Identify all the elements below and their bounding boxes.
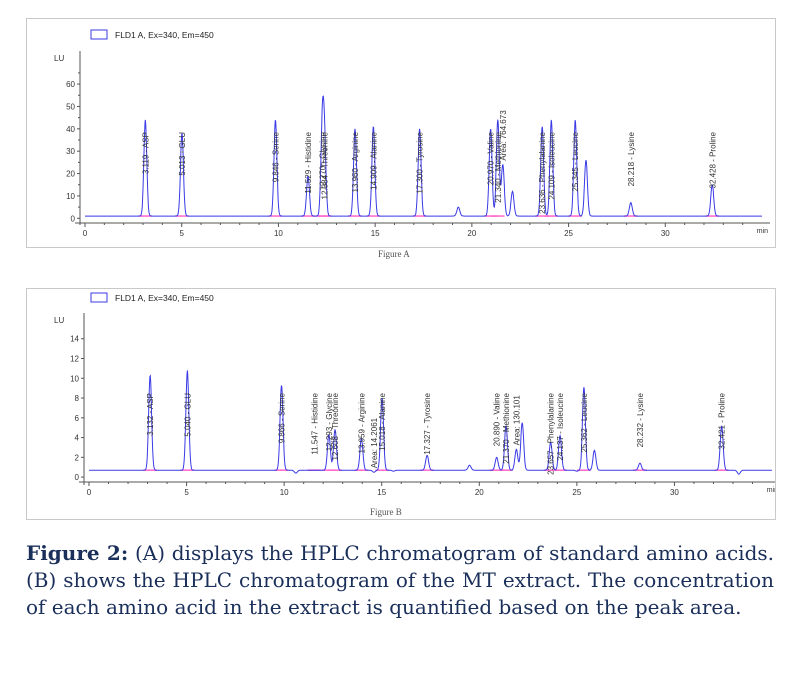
chromatogram-trace bbox=[89, 370, 772, 475]
x-tick-label: 15 bbox=[377, 488, 386, 497]
peak-label: 12.293 - Glycine bbox=[325, 392, 334, 451]
x-tick-label: 10 bbox=[280, 488, 289, 497]
x-tick-label: 0 bbox=[83, 229, 88, 238]
peak-label: 23.636 - Phenylalanine bbox=[538, 131, 547, 213]
peak-label: 3.119 - ASP bbox=[141, 132, 150, 174]
chromatogram-a: FLD1 A, Ex=340, Em=450 LU 0 10 20 30 40 50 60 0 5 1… bbox=[26, 18, 776, 248]
y-tick-label: 30 bbox=[66, 147, 75, 156]
peak-label: 11.529 - Histidine bbox=[304, 131, 313, 193]
peak-label: 20.970 - Valine bbox=[487, 131, 496, 185]
y-tick-label: 6 bbox=[75, 414, 80, 423]
x-tick-label: 25 bbox=[572, 488, 581, 497]
x-tick-label: 0 bbox=[87, 488, 92, 497]
legend-swatch bbox=[90, 292, 108, 303]
peak-label: 21.340 - Methionine bbox=[494, 131, 503, 202]
caption-text: (A) displays the HPLC chromatogram of st… bbox=[26, 541, 774, 619]
peak-label: 15.018 - Alanine bbox=[378, 392, 387, 450]
x-tick-label: 30 bbox=[670, 488, 679, 497]
x-tick-label: 30 bbox=[661, 229, 670, 238]
y-tick-label: 40 bbox=[66, 125, 75, 134]
y-tick-label: 0 bbox=[71, 214, 76, 223]
x-tick-label: 25 bbox=[564, 229, 573, 238]
x-tick-label: 15 bbox=[371, 229, 380, 238]
peak-label: 13.960 - Arginine bbox=[351, 131, 360, 192]
peak-label: 12.384 - Threonine bbox=[321, 131, 330, 199]
peak-label: 5.013 - GLU bbox=[178, 132, 187, 176]
peak-label: 20.890 - Valine bbox=[493, 392, 502, 446]
peak-label: 3.132 - ASP bbox=[146, 393, 155, 436]
y-tick-label: 10 bbox=[66, 192, 75, 201]
peak-label: 9.866 - Serine bbox=[278, 392, 287, 443]
x-tick-label: 20 bbox=[475, 488, 484, 497]
x-tick-label: 20 bbox=[467, 229, 476, 238]
peak-label: 11.547 - Histidine bbox=[310, 392, 319, 454]
legend-label: FLD1 A, Ex=340, Em=450 bbox=[115, 293, 214, 303]
peak-label: 28.232 - Lysine bbox=[636, 392, 645, 447]
peak-label: 28.218 - Lysine bbox=[627, 131, 636, 186]
y-tick-label: 50 bbox=[66, 102, 75, 111]
y-tick-label: 0 bbox=[75, 473, 80, 482]
peak-label: Area: 764.673 bbox=[499, 110, 508, 161]
chromatogram-b: FLD1 A, Ex=340, Em=450 LU 0 2 4 6 8 10 12 14 0 5 10 1… bbox=[26, 288, 776, 520]
figure-caption: Figure 2: (A) displays the HPLC chromato… bbox=[26, 540, 774, 621]
peak-label: 21.370 - Methionine bbox=[502, 392, 511, 463]
peak-label: 32.421 - Proline bbox=[718, 392, 727, 449]
peak-label: 25.362 - Leucine bbox=[580, 392, 589, 452]
peak-label: 12.608 - Threonine bbox=[331, 392, 340, 460]
peak-label: 17.327 - Tyrosine bbox=[423, 392, 432, 454]
chromatogram-trace bbox=[85, 95, 762, 217]
peak-label: 24.109 - Isoleucine bbox=[547, 131, 556, 199]
y-tick-label: 12 bbox=[70, 355, 79, 364]
y-tick-label: 60 bbox=[66, 80, 75, 89]
legend-swatch bbox=[90, 29, 108, 40]
y-tick-label: 10 bbox=[70, 374, 79, 383]
y-axis-label: LU bbox=[54, 54, 64, 63]
x-axis-label: min bbox=[767, 487, 775, 494]
chromatogram-a-plot: FLD1 A, Ex=340, Em=450 LU 0 10 20 30 40 50 60 0 5 1… bbox=[54, 29, 770, 238]
peak-label: 17.300 - Tyrosine bbox=[416, 131, 425, 193]
peak-label: 32.428 - Proline bbox=[708, 131, 717, 188]
peak-label: Area: 130.101 bbox=[512, 395, 521, 446]
y-axis-label: LU bbox=[54, 316, 64, 325]
peak-label: 9.846 - Serine bbox=[271, 131, 280, 182]
peak-label: 14.909 - Alanine bbox=[369, 131, 378, 189]
peak-label: 5.040 - GLU bbox=[183, 393, 192, 437]
caption-lead: Figure 2: bbox=[26, 541, 129, 565]
figure-b-label: Figure B bbox=[370, 507, 402, 517]
x-tick-label: 5 bbox=[179, 229, 184, 238]
peak-label: 24.137 - Isoleucine bbox=[556, 392, 565, 460]
y-tick-label: 4 bbox=[75, 434, 80, 443]
peak-label: 23.657 - Phenylalanine bbox=[547, 392, 556, 474]
y-tick-label: 2 bbox=[75, 453, 80, 462]
y-tick-label: 14 bbox=[70, 335, 79, 344]
peak-label: 12.270 - Glycine bbox=[318, 131, 327, 190]
legend-label: FLD1 A, Ex=340, Em=450 bbox=[115, 30, 214, 40]
peak-label: Area: 14.2061 bbox=[370, 417, 379, 468]
x-tick-label: 10 bbox=[274, 229, 283, 238]
y-tick-label: 8 bbox=[75, 394, 80, 403]
x-axis-label: min bbox=[757, 228, 768, 235]
chromatogram-b-plot: FLD1 A, Ex=340, Em=450 LU 0 2 4 6 8 10 12 14 0 5 10 1… bbox=[54, 292, 775, 497]
peak-label: 25.345 - Leucine bbox=[571, 131, 580, 191]
x-tick-label: 5 bbox=[184, 488, 189, 497]
peak-label: 13.959 - Arginine bbox=[357, 392, 366, 453]
y-tick-label: 20 bbox=[66, 170, 75, 179]
figure-a-label: Figure A bbox=[378, 249, 410, 259]
